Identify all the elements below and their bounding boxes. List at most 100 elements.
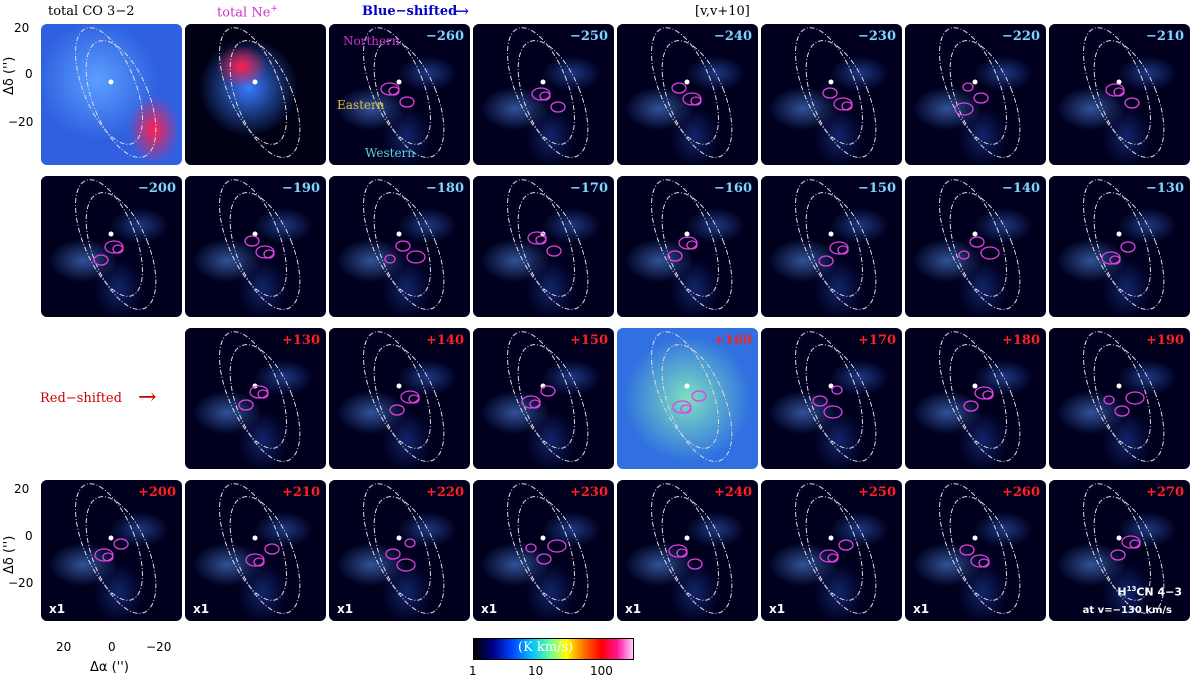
contour-line (980, 246, 1000, 260)
panel-red-velocity: +210 x1 (185, 480, 326, 621)
header-co-label: total CO 3−2 (48, 4, 135, 19)
center-dot (108, 231, 114, 237)
velocity-label: −260 (425, 29, 464, 44)
ellipse-overlay (363, 331, 445, 462)
ellipse-outline (363, 27, 431, 145)
ellipse-outline (1083, 27, 1151, 145)
contour-line (406, 250, 426, 264)
ellipse-overlay (363, 483, 445, 614)
contour-line (245, 553, 265, 567)
ellipse-overlay (75, 179, 157, 310)
ellipse-outline (949, 496, 1021, 614)
contour-line (974, 386, 994, 400)
ellipse-outline (939, 179, 1007, 297)
ellipse-outline (939, 331, 1007, 449)
panel-blue-velocity: −250 (473, 24, 614, 165)
center-dot (684, 231, 690, 237)
y-tick-top-20: 20 (14, 21, 30, 35)
contour-line (395, 240, 411, 252)
panel-blue-velocity: −210 (1049, 24, 1190, 165)
velocity-label: +180 (1001, 333, 1040, 348)
y-axis-label-bottom: Δδ ('') (2, 535, 17, 574)
contour-line (1114, 405, 1130, 417)
ellipse-outline (949, 40, 1021, 158)
ellipse-outline (939, 483, 1007, 601)
panel-blue-velocity: −130 (1049, 176, 1190, 317)
contour-line (833, 97, 853, 111)
center-dot (540, 79, 546, 85)
multiplier-label: x1 (193, 602, 210, 616)
panel-red-velocity: +270 H13CN 4−3 at v=−130 km/s (1049, 480, 1190, 621)
panel-red-velocity: +150 (473, 328, 614, 469)
y-tick-top-m20: −20 (8, 115, 34, 129)
center-dot (396, 535, 402, 541)
ellipse-outline (651, 483, 719, 601)
ellipse-outline (661, 192, 733, 310)
contour-line (113, 538, 129, 550)
ellipse-outline (75, 27, 143, 145)
ellipse-outline (85, 496, 157, 614)
contour-line (1121, 535, 1141, 549)
contour-line (838, 539, 854, 551)
ellipse-outline (373, 496, 445, 614)
panel-red-velocity: +200 x1 (41, 480, 182, 621)
ellipse-outline (661, 496, 733, 614)
velocity-label: −250 (569, 29, 608, 44)
panel-blue-velocity: −200 (41, 176, 182, 317)
x-tick-m20: −20 (146, 640, 172, 654)
contour-line (249, 385, 269, 399)
ellipse-overlay (939, 483, 1021, 614)
center-dot (972, 231, 978, 237)
colorbar-tick-100: 100 (590, 664, 613, 678)
center-dot (108, 79, 114, 85)
ellipse-overlay (1083, 27, 1165, 158)
ellipse-overlay (795, 483, 877, 614)
ellipse-outline (85, 192, 157, 310)
ellipse-outline (373, 344, 445, 462)
center-dot (972, 535, 978, 541)
contour-line (384, 254, 396, 264)
y-tick-bottom-20: 20 (14, 482, 30, 496)
multiplier-label: x1 (913, 602, 930, 616)
contour-line (1101, 251, 1121, 265)
center-dot (684, 383, 690, 389)
blue-arrow-icon: → (454, 1, 470, 22)
contour-line (527, 231, 547, 245)
velocity-label: +250 (857, 485, 896, 500)
multiplier-label: x1 (769, 602, 786, 616)
contour-line (525, 543, 537, 553)
panel-blue-velocity: −140 (905, 176, 1046, 317)
contour-line (1105, 83, 1125, 97)
ellipse-overlay (651, 483, 733, 614)
ellipse-outline (1083, 179, 1151, 297)
panel-total-ne (185, 24, 326, 165)
velocity-label: −140 (1001, 181, 1040, 196)
contour-line (667, 250, 683, 262)
ellipse-overlay (75, 27, 157, 158)
velocity-label: −220 (1001, 29, 1040, 44)
ellipse-overlay (219, 27, 301, 158)
ellipse-outline (651, 331, 719, 449)
ellipse-overlay (939, 27, 1021, 158)
panel-blue-velocity: −150 (761, 176, 902, 317)
center-dot (396, 231, 402, 237)
center-dot (828, 231, 834, 237)
ellipse-outline (219, 179, 287, 297)
ellipse-outline (949, 344, 1021, 462)
ellipse-overlay (363, 27, 445, 158)
velocity-label: +130 (281, 333, 320, 348)
contour-line (400, 390, 420, 404)
ellipse-overlay (75, 483, 157, 614)
center-dot (828, 79, 834, 85)
velocity-label: +160 (713, 333, 752, 348)
contour-line (1125, 391, 1145, 405)
center-dot (108, 535, 114, 541)
contour-line (822, 87, 838, 99)
contour-line (682, 92, 702, 106)
ellipse-outline (651, 27, 719, 145)
ellipse-outline (363, 483, 431, 601)
contour-line (687, 558, 703, 570)
panel-red-velocity: +160 (617, 328, 758, 469)
header-range: [v,v+10] (695, 4, 750, 19)
contour-line (959, 544, 975, 556)
